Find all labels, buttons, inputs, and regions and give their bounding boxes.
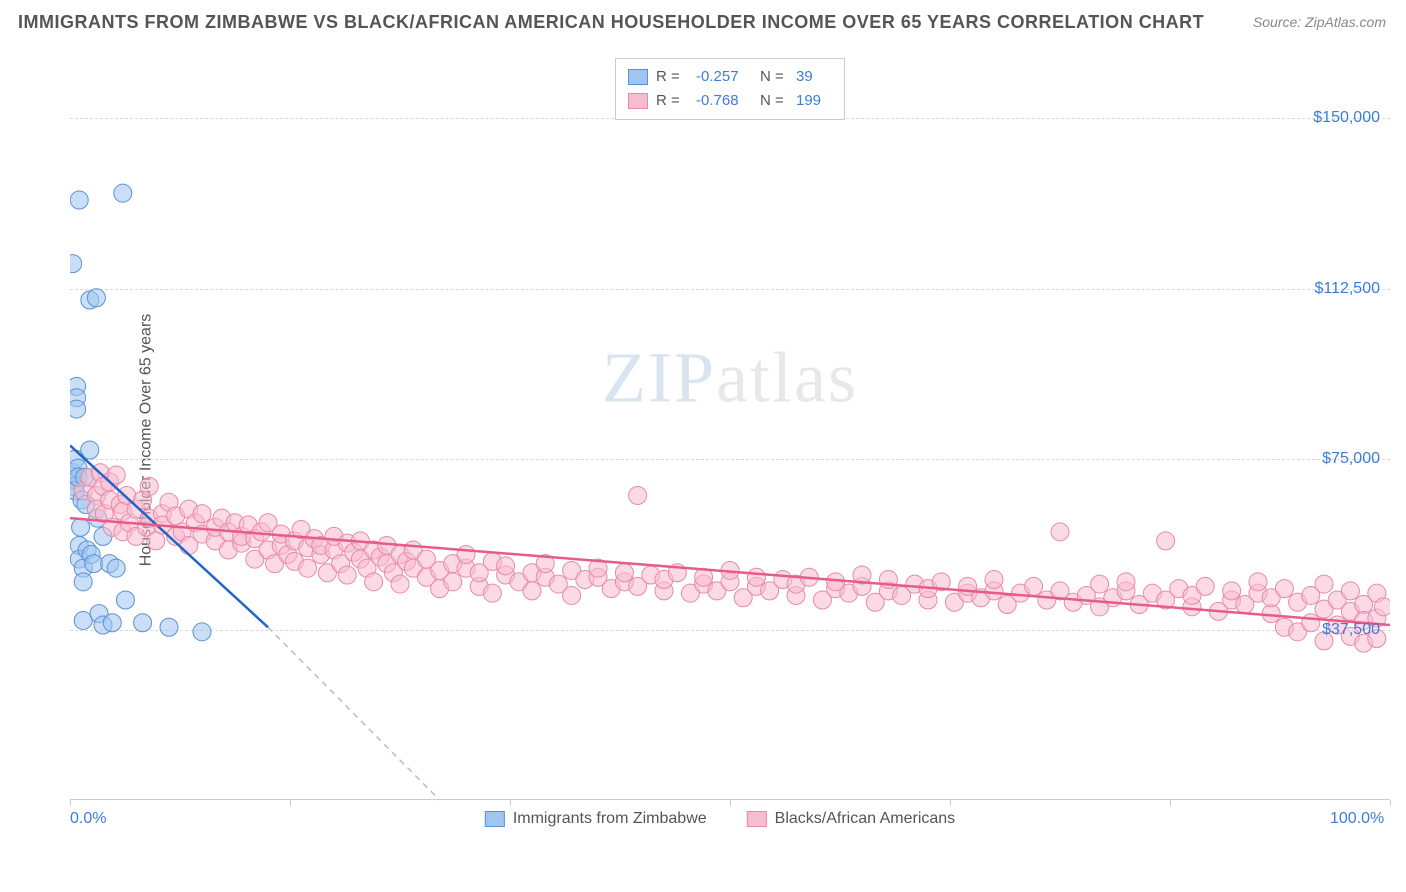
data-point (1275, 580, 1293, 598)
legend-r-label: R = (656, 89, 688, 113)
data-point (1051, 523, 1069, 541)
data-point (70, 400, 86, 418)
chart-title: IMMIGRANTS FROM ZIMBABWE VS BLACK/AFRICA… (18, 12, 1204, 33)
legend-row: R = -0.768 N = 199 (628, 89, 832, 113)
y-tick-label: $112,500 (1314, 280, 1380, 298)
data-point (140, 477, 158, 495)
data-point (1249, 573, 1267, 591)
legend-n-label: N = (760, 65, 788, 89)
data-point (1315, 575, 1333, 593)
data-point (1025, 577, 1043, 595)
data-point (563, 586, 581, 604)
legend-swatch (628, 69, 648, 85)
x-tick (290, 800, 291, 806)
data-point (87, 289, 105, 307)
data-point (160, 618, 178, 636)
y-tick-label: $37,500 (1322, 621, 1380, 639)
legend-n-value: 39 (796, 65, 832, 89)
legend-r-label: R = (656, 65, 688, 89)
data-point (338, 566, 356, 584)
data-point (74, 573, 92, 591)
legend-r-value: -0.768 (696, 89, 752, 113)
series-legend: Immigrants from Zimbabwe Blacks/African … (485, 810, 955, 828)
x-tick (510, 800, 511, 806)
data-point (107, 559, 125, 577)
data-point (365, 573, 383, 591)
data-point (193, 505, 211, 523)
data-point (103, 614, 121, 632)
plot-region: ZIPatlas R = -0.257 N = 39 R = -0.768 N … (70, 50, 1390, 830)
data-point (497, 557, 515, 575)
legend-item: Blacks/African Americans (747, 810, 956, 828)
data-point (299, 559, 317, 577)
legend-label: Immigrants from Zimbabwe (513, 810, 707, 828)
data-point (483, 584, 501, 602)
data-point (391, 575, 409, 593)
data-point (1091, 575, 1109, 593)
data-point (615, 564, 633, 582)
data-point (1157, 532, 1175, 550)
y-tick-label: $75,000 (1322, 450, 1380, 468)
data-point (72, 518, 90, 536)
data-point (747, 568, 765, 586)
data-point (1223, 582, 1241, 600)
x-tick (70, 800, 71, 806)
legend-swatch (747, 811, 767, 827)
data-point (1117, 573, 1135, 591)
data-point (85, 555, 103, 573)
x-tick-label: 100.0% (1330, 810, 1384, 828)
data-point (1341, 582, 1359, 600)
x-tick-label: 0.0% (70, 810, 106, 828)
legend-n-label: N = (760, 89, 788, 113)
y-tick-label: $150,000 (1313, 109, 1380, 127)
legend-item: Immigrants from Zimbabwe (485, 810, 707, 828)
data-point (1374, 598, 1390, 616)
data-point (193, 623, 211, 641)
source-attribution: Source: ZipAtlas.com (1253, 14, 1386, 30)
legend-label: Blacks/African Americans (775, 810, 956, 828)
data-point (70, 255, 82, 273)
chart-area: Householder Income Over 65 years ZIPatla… (50, 50, 1390, 830)
data-point (147, 532, 165, 550)
legend-r-value: -0.257 (696, 65, 752, 89)
data-point (116, 591, 134, 609)
data-point (523, 582, 541, 600)
regression-line-extrapolated (268, 627, 440, 800)
data-point (134, 614, 152, 632)
x-tick (1390, 800, 1391, 806)
data-point (985, 571, 1003, 589)
legend-row: R = -0.257 N = 39 (628, 65, 832, 89)
data-point (444, 573, 462, 591)
x-tick (730, 800, 731, 806)
data-point (1196, 577, 1214, 595)
plot-svg (70, 50, 1390, 830)
legend-swatch (628, 93, 648, 109)
legend-n-value: 199 (796, 89, 832, 113)
data-point (629, 486, 647, 504)
x-tick (1170, 800, 1171, 806)
legend-swatch (485, 811, 505, 827)
data-point (1302, 614, 1320, 632)
x-tick (950, 800, 951, 806)
data-point (114, 184, 132, 202)
regression-line (70, 518, 1390, 625)
data-point (70, 191, 88, 209)
correlation-legend: R = -0.257 N = 39 R = -0.768 N = 199 (615, 58, 845, 120)
data-point (457, 546, 475, 564)
data-point (74, 611, 92, 629)
